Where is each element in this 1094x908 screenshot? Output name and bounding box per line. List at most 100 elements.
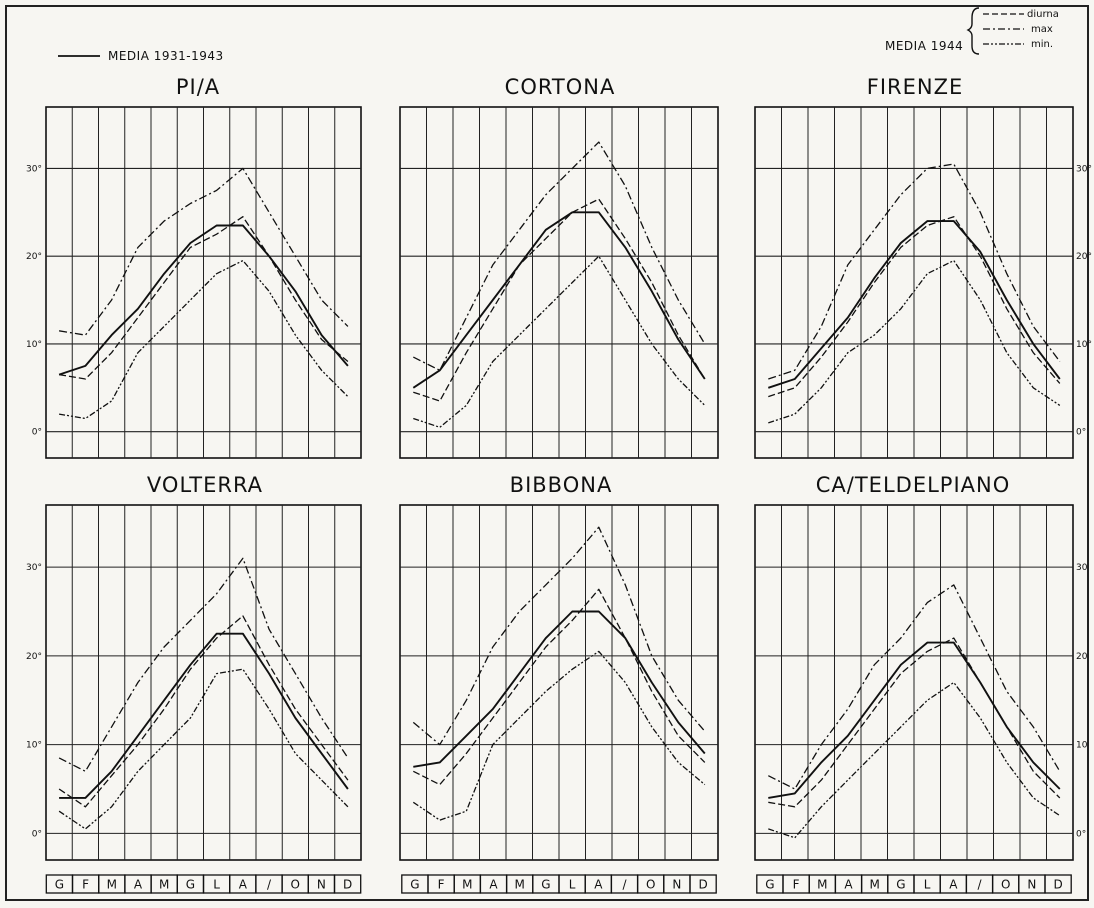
month-label-rows: G F M A M G L A / O N D G F M A M G L A / O N D G F M A M G L A / O N D bbox=[45, 874, 1072, 894]
series-line-dashdot bbox=[413, 141, 706, 371]
month-label: O bbox=[1001, 878, 1010, 892]
month-label: G bbox=[186, 878, 195, 892]
month-label: M bbox=[817, 878, 827, 892]
series-line-dashed bbox=[58, 615, 349, 808]
y-tick-label: 10 bbox=[1076, 741, 1088, 751]
chart-title: FIRENZE bbox=[867, 75, 964, 99]
chart-panels: PI/A 0° 10° 20° 30° CORTONA FIRENZE 0° 10° 20° 30°… bbox=[26, 75, 1092, 861]
month-label: A bbox=[134, 878, 143, 892]
chart-title: BIBBONA bbox=[510, 473, 613, 497]
y-tick-label: 0° bbox=[32, 428, 42, 438]
legend-max-label: max bbox=[1031, 24, 1053, 35]
month-box bbox=[689, 874, 717, 894]
y-tick-label: 0° bbox=[1076, 428, 1086, 438]
month-label: G bbox=[541, 878, 550, 892]
legend-media-1931-1943: MEDIA 1931-1943 bbox=[108, 49, 224, 63]
month-label: F bbox=[793, 878, 800, 892]
series-line-solid bbox=[412, 211, 706, 389]
month-label: M bbox=[515, 878, 525, 892]
month-label-row: G F M A M G L A / O N D bbox=[45, 874, 362, 894]
series-line-dashdotdot bbox=[58, 259, 349, 420]
series-line-solid bbox=[58, 224, 349, 376]
legend-brace bbox=[966, 7, 980, 55]
month-label: M bbox=[159, 878, 169, 892]
month-label: N bbox=[1027, 878, 1036, 892]
chart-panel: VOLTERRA 0° 10° 20° 30° bbox=[26, 473, 362, 861]
series-line-solid bbox=[59, 632, 349, 799]
chart-title: PI/A bbox=[176, 75, 220, 99]
month-label: G bbox=[410, 878, 419, 892]
month-label: N bbox=[317, 878, 326, 892]
month-label: M bbox=[462, 878, 472, 892]
y-tick-label: 20° bbox=[1076, 252, 1092, 262]
series-line-dashdotdot bbox=[413, 255, 706, 428]
month-label: N bbox=[672, 878, 681, 892]
y-tick-label: 20° bbox=[26, 252, 42, 262]
month-label-row: G F M A M G L A / O N D bbox=[756, 874, 1072, 894]
chart-panel: CORTONA bbox=[399, 75, 719, 459]
month-label: / bbox=[622, 878, 627, 892]
month-label: O bbox=[646, 878, 655, 892]
legend-min-label: min. bbox=[1031, 39, 1053, 50]
series-line-dashdotdot bbox=[768, 681, 1061, 839]
y-tick-label: 30° bbox=[26, 563, 42, 573]
month-label: O bbox=[290, 878, 299, 892]
series-line-dashdotdot bbox=[768, 259, 1061, 424]
series-line-solid bbox=[413, 610, 706, 768]
series-line-dashed bbox=[768, 216, 1061, 398]
y-tick-label: 10° bbox=[26, 340, 42, 350]
chart-title: CORTONA bbox=[505, 75, 616, 99]
series-line-dashed bbox=[768, 637, 1061, 808]
series-line-solid bbox=[768, 220, 1061, 389]
month-label: M bbox=[107, 878, 117, 892]
series-line-dashdotdot bbox=[412, 650, 706, 821]
series-line-dashed bbox=[413, 198, 706, 402]
month-label: D bbox=[343, 878, 352, 892]
y-tick-label: 0° bbox=[1076, 829, 1086, 839]
legend-diurna-label: diurna bbox=[1027, 9, 1059, 20]
series-line-dashdot bbox=[412, 526, 706, 746]
month-label: A bbox=[594, 878, 603, 892]
y-tick-label: 30° bbox=[1076, 164, 1092, 174]
month-label: G bbox=[896, 878, 905, 892]
month-label: L bbox=[924, 878, 931, 892]
month-label-row: G F M A M G L A / O N D bbox=[401, 874, 717, 894]
series-line-dashdot bbox=[768, 584, 1061, 790]
y-tick-label: 30° bbox=[26, 164, 42, 174]
month-label: M bbox=[870, 878, 880, 892]
chart-panel: CA/TELDELPIANO 0° 10 20 30 bbox=[754, 473, 1088, 861]
month-label: A bbox=[949, 878, 958, 892]
month-label: A bbox=[844, 878, 853, 892]
chart-panel: FIRENZE 0° 10° 20° 30° bbox=[754, 75, 1092, 459]
series-line-dashdot bbox=[768, 163, 1061, 380]
chart-title: VOLTERRA bbox=[147, 473, 263, 497]
month-label: F bbox=[438, 878, 445, 892]
y-tick-label: 20° bbox=[26, 652, 42, 662]
series-line-dashdot bbox=[58, 167, 349, 336]
chart-panel: PI/A 0° 10° 20° 30° bbox=[26, 75, 362, 459]
month-label: / bbox=[267, 878, 272, 892]
month-label: A bbox=[489, 878, 498, 892]
month-label: F bbox=[82, 878, 89, 892]
month-label: G bbox=[55, 878, 64, 892]
chart-panel: BIBBONA bbox=[399, 473, 719, 861]
series-line-solid bbox=[768, 641, 1061, 799]
month-label: / bbox=[977, 878, 982, 892]
y-tick-label: 20 bbox=[1076, 652, 1088, 662]
month-label: D bbox=[1053, 878, 1062, 892]
y-tick-label: 10° bbox=[1076, 340, 1092, 350]
legend-media-1944: MEDIA 1944 bbox=[885, 39, 963, 53]
y-tick-label: 10° bbox=[26, 741, 42, 751]
month-label: A bbox=[239, 878, 248, 892]
y-tick-label: 30 bbox=[1076, 563, 1088, 573]
series-line-dashed bbox=[413, 588, 706, 786]
y-tick-label: 0° bbox=[32, 829, 42, 839]
series-line-dashed bbox=[58, 216, 349, 380]
chart-title: CA/TELDELPIANO bbox=[816, 473, 1011, 497]
month-label: L bbox=[213, 878, 220, 892]
month-label: L bbox=[569, 878, 576, 892]
month-box bbox=[1044, 874, 1072, 894]
month-box bbox=[333, 874, 362, 894]
